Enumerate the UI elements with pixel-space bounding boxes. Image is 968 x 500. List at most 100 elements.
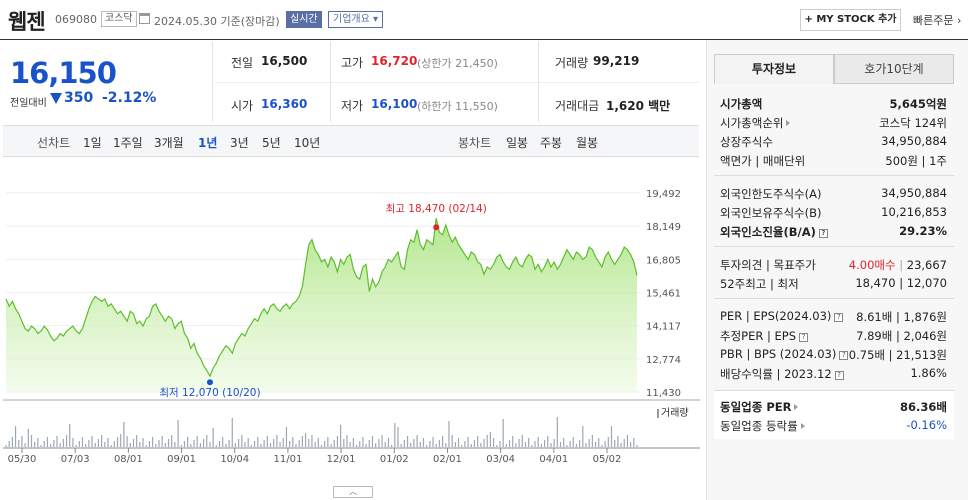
volume-bar xyxy=(547,436,549,447)
industry-change-label[interactable]: 동일업종 등락률 xyxy=(720,418,805,434)
y-tick-label: 11,430 xyxy=(646,388,681,399)
volume-bar xyxy=(238,439,240,447)
volume-bar xyxy=(378,439,380,447)
volume-bar xyxy=(480,443,482,447)
volume-bar xyxy=(215,445,217,447)
high-marker xyxy=(433,224,440,231)
x-tick-label: 03/04 xyxy=(486,454,515,465)
period-1d[interactable]: 1일 xyxy=(83,136,102,150)
volume-bar xyxy=(448,421,450,447)
divider xyxy=(714,175,954,176)
help-icon[interactable]: ? xyxy=(799,333,809,342)
volume-bar xyxy=(40,445,42,447)
volume-bar xyxy=(620,443,622,447)
volume-bar xyxy=(225,444,227,447)
volume-bar xyxy=(384,442,386,447)
change-percent: -2.12% xyxy=(102,90,157,106)
volume-bar xyxy=(120,434,122,447)
collapse-chart-button[interactable]: ︿ xyxy=(333,486,373,498)
volume-bar xyxy=(142,438,144,447)
volume-bar xyxy=(438,440,441,447)
line-chart-label: 선차트 xyxy=(37,136,71,150)
basis-date: 2024.05.30 기준(장마감) xyxy=(154,15,280,28)
volume-bar xyxy=(636,445,638,447)
x-tick-label: 04/01 xyxy=(539,454,568,465)
volume-bar xyxy=(193,440,195,447)
volume-bar xyxy=(244,442,246,447)
volume-bar xyxy=(164,443,166,447)
candle-weekly[interactable]: 주봉 xyxy=(540,136,563,150)
volume-bar xyxy=(355,445,358,447)
market-cap-label: 시가총액 xyxy=(720,97,763,111)
period-1w[interactable]: 1주일 xyxy=(113,136,143,150)
candle-monthly[interactable]: 월봉 xyxy=(576,136,599,150)
volume-bar xyxy=(333,440,335,447)
volume-bar xyxy=(327,437,329,447)
change-value: 350 xyxy=(64,90,94,106)
volume-bar xyxy=(524,442,527,447)
volume-bar xyxy=(171,435,173,447)
volume-bar xyxy=(320,445,323,447)
lower-limit: (하한가 11,550) xyxy=(417,100,498,113)
volume-bar xyxy=(113,441,115,447)
volume-bar xyxy=(528,438,530,447)
volume-bar xyxy=(136,435,138,447)
help-icon[interactable]: ? xyxy=(834,371,844,380)
low-label: 저가 xyxy=(341,99,364,113)
volume-bar xyxy=(11,437,13,447)
tab-investment-info[interactable]: 투자정보 xyxy=(714,54,834,84)
market-cap-rank-label[interactable]: 시가총액순위 xyxy=(720,115,791,131)
volume-bar xyxy=(397,427,399,447)
add-mystock-button[interactable]: + MY STOCK 추가 xyxy=(800,9,901,31)
volume-bar xyxy=(461,445,463,447)
volume-bar xyxy=(8,441,10,447)
volume-bar xyxy=(126,436,128,447)
volume-bar xyxy=(464,441,466,447)
help-icon[interactable]: ? xyxy=(839,351,849,360)
industry-per-label[interactable]: 동일업종 PER xyxy=(720,399,799,415)
change-label: 전일대비 xyxy=(10,98,47,109)
help-icon[interactable]: ? xyxy=(834,313,844,322)
candle-daily[interactable]: 일봉 xyxy=(506,136,529,150)
quick-order-button[interactable]: 빠른주문 › xyxy=(913,14,962,27)
period-3m[interactable]: 3개월 xyxy=(154,136,184,150)
volume-bar xyxy=(123,422,125,447)
volume-bar xyxy=(531,445,533,447)
volume-bar xyxy=(218,441,221,447)
volume-bar xyxy=(212,428,214,447)
volume-bar xyxy=(187,437,189,447)
company-info-dropdown[interactable]: 기업개요 ▾ xyxy=(328,11,383,28)
period-5y[interactable]: 5년 xyxy=(262,136,281,150)
volume-bar xyxy=(167,439,170,447)
y-tick-label: 18,149 xyxy=(646,222,681,233)
volume-bar xyxy=(209,442,211,447)
volume-bar xyxy=(110,445,112,447)
volume-bar xyxy=(94,443,96,447)
price-chart[interactable]: 19,492 18,149 16,805 15,461 14,117 12,774 11,4… xyxy=(0,160,700,500)
live-button[interactable]: 실시간 xyxy=(286,11,322,28)
divider xyxy=(714,246,954,247)
volume-bar xyxy=(289,441,291,447)
period-10y[interactable]: 10년 xyxy=(294,136,321,150)
volume-bar xyxy=(263,440,265,447)
opinion-value: 4.00매수 | 23,667 xyxy=(848,258,947,272)
volume-bar xyxy=(556,417,558,447)
tab-orderbook[interactable]: 호가10단계 xyxy=(834,54,954,84)
volume-bar xyxy=(269,443,272,447)
period-3y[interactable]: 3년 xyxy=(230,136,249,150)
volume-bar xyxy=(56,436,58,447)
52week-label: 52주최고 | 최저 xyxy=(720,277,799,291)
period-1y[interactable]: 1년 xyxy=(198,136,218,150)
volume-bar xyxy=(161,436,163,447)
volume-bar xyxy=(330,444,332,447)
y-tick-label: 15,461 xyxy=(646,289,681,300)
help-icon[interactable]: ? xyxy=(818,229,828,238)
par-value-label: 액면가 | 매매단위 xyxy=(720,154,806,168)
divider xyxy=(714,390,954,391)
volume-bar xyxy=(569,441,571,447)
volume-bar xyxy=(145,445,147,447)
volume-bar xyxy=(34,442,36,447)
volume-bar xyxy=(515,443,517,447)
volume-bar xyxy=(234,443,237,447)
volume-bar xyxy=(454,442,456,447)
